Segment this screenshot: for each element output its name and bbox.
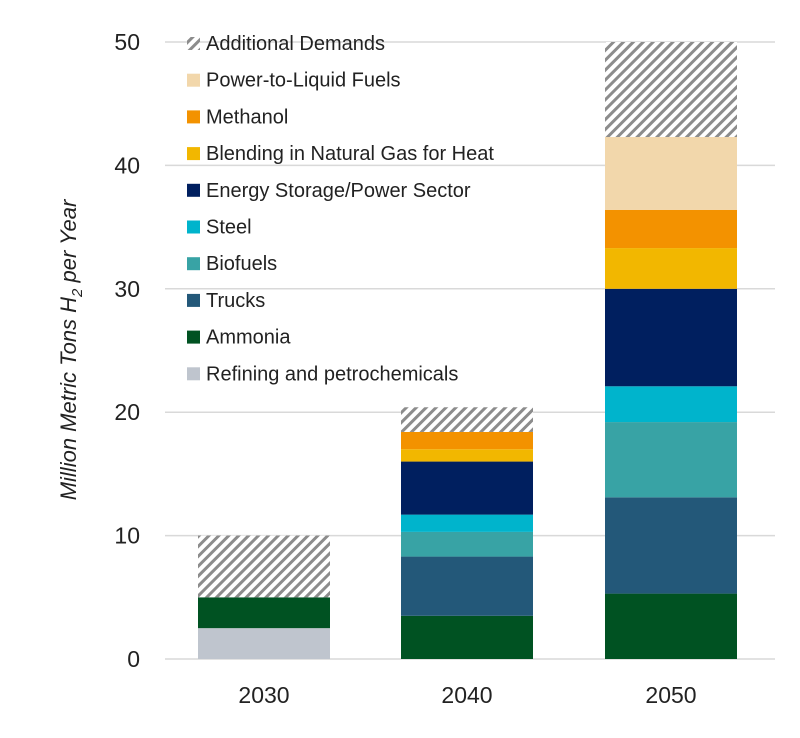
bar-segment-ammonia-2040 (401, 615, 533, 659)
y-axis-ticks: 0 10 20 30 40 50 (114, 29, 140, 672)
legend-label: Additional Demands (206, 33, 385, 55)
legend: Additional Demands Power-to-Liquid Fuels M… (187, 33, 494, 385)
legend-swatch (187, 147, 200, 161)
bar-segment-steel-2050 (605, 386, 737, 423)
x-tick-label: 2030 (238, 682, 289, 708)
bar-segment-biofuels-2050 (605, 422, 737, 498)
legend-label: Methanol (206, 106, 288, 128)
bars (198, 42, 737, 659)
bar-segment-additional-demands-2050 (605, 42, 737, 138)
y-tick-label: 40 (114, 152, 140, 178)
bar-segment-refining-and-petrochemicals-2030 (198, 628, 330, 659)
bar-segment-methanol-2040 (401, 431, 533, 450)
legend-swatch (187, 257, 200, 271)
bar-segment-energy-storage-power-sector-2040 (401, 461, 533, 515)
y-tick-label: 20 (114, 399, 140, 425)
bar-segment-blending-in-natural-gas-for-heat-2050 (605, 248, 737, 289)
bar-segment-additional-demands-2030 (198, 535, 330, 598)
bar-segment-power-to-liquid-fuels-2050 (605, 137, 737, 210)
legend-swatch (187, 110, 200, 124)
bar-segment-ammonia-2030 (198, 597, 330, 629)
legend-swatch (187, 37, 200, 50)
y-axis-label: Million Metric Tons H2 per Year (56, 198, 86, 500)
bar-segment-steel-2040 (401, 514, 533, 532)
legend-label: Refining and petrochemicals (206, 363, 458, 385)
bar-segment-blending-in-natural-gas-for-heat-2040 (401, 449, 533, 462)
bar-segment-methanol-2050 (605, 209, 737, 249)
legend-label: Biofuels (206, 253, 277, 275)
legend-swatch (187, 293, 200, 307)
bar-segment-biofuels-2040 (401, 531, 533, 557)
legend-label: Trucks (206, 290, 265, 312)
bar-segment-ammonia-2050 (605, 593, 737, 659)
y-tick-label: 30 (114, 276, 140, 302)
y-tick-label: 10 (114, 523, 140, 549)
legend-swatch (187, 183, 200, 197)
legend-swatch (187, 367, 200, 381)
bar-segment-energy-storage-power-sector-2050 (605, 288, 737, 387)
legend-swatch (187, 330, 200, 344)
bar-segment-trucks-2050 (605, 497, 737, 594)
x-tick-label: 2040 (441, 682, 492, 708)
legend-label: Ammonia (206, 327, 291, 349)
legend-swatch (187, 73, 200, 87)
legend-label: Power-to-Liquid Fuels (206, 70, 401, 92)
legend-label: Blending in Natural Gas for Heat (206, 143, 494, 165)
y-tick-label: 0 (127, 646, 140, 672)
bar-segment-trucks-2040 (401, 556, 533, 616)
legend-label: Steel (206, 217, 252, 239)
bar-segment-additional-demands-2040 (401, 407, 533, 432)
legend-label: Energy Storage/Power Sector (206, 180, 471, 202)
x-axis-ticks: 2030 2040 2050 (238, 682, 696, 708)
legend-swatch (187, 220, 200, 234)
y-tick-label: 50 (114, 29, 140, 55)
x-tick-label: 2050 (645, 682, 696, 708)
